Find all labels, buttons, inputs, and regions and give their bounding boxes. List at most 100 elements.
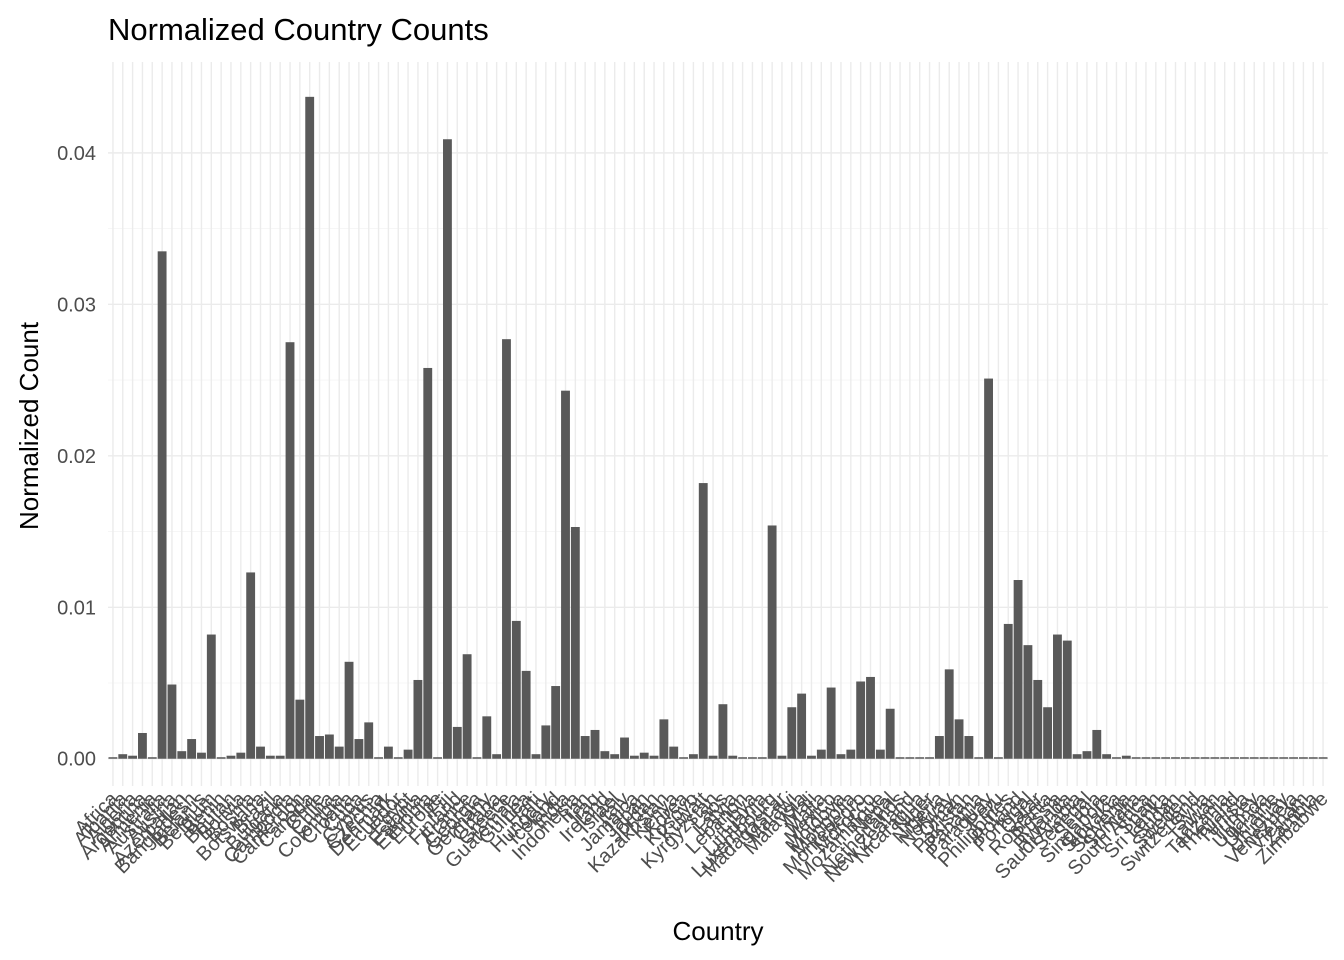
bar (1230, 757, 1239, 759)
y-tick-label: 0.02 (57, 446, 96, 468)
bar (570, 526, 580, 759)
bar (177, 751, 187, 759)
bar (541, 725, 551, 759)
bar (1220, 757, 1230, 759)
bar (954, 719, 964, 759)
bar (1190, 757, 1200, 759)
bar (462, 654, 472, 759)
bar (167, 684, 177, 759)
bar (610, 754, 620, 759)
bar (698, 483, 708, 759)
bar (1131, 757, 1141, 759)
bar (767, 525, 777, 759)
bar (334, 746, 344, 759)
bar (639, 752, 649, 759)
bar (590, 729, 600, 759)
bar (1023, 645, 1033, 759)
bar (1269, 757, 1279, 759)
bar (551, 686, 561, 759)
bar (246, 572, 256, 759)
bar (1151, 757, 1161, 759)
y-tick-label: 0.04 (57, 143, 96, 165)
bar (629, 755, 639, 759)
bar (275, 755, 285, 759)
bar (108, 757, 118, 759)
bar (315, 736, 324, 759)
bar (482, 716, 492, 759)
bar (226, 755, 236, 759)
bar (984, 378, 993, 759)
bar (1279, 757, 1289, 759)
bar (708, 755, 718, 759)
bar (649, 755, 659, 759)
bar (934, 736, 944, 759)
bar (1003, 623, 1013, 759)
bar (895, 757, 905, 759)
bar (807, 755, 816, 759)
bar (1033, 679, 1043, 759)
bar (187, 739, 197, 759)
bar (1082, 751, 1092, 759)
bar (1092, 729, 1102, 759)
bar (974, 757, 984, 759)
bar (679, 757, 688, 759)
x-axis-ticks: AfricaAlbaniaAlgeriaArgentinaArmeniaAust… (70, 787, 1333, 887)
bar (1239, 757, 1249, 759)
bar (511, 620, 521, 759)
bar (1043, 707, 1053, 759)
bar (1062, 640, 1072, 759)
bar (866, 676, 875, 759)
bar (206, 634, 216, 759)
bar (856, 681, 866, 759)
bar (1200, 757, 1210, 759)
bar (502, 339, 511, 759)
y-tick-label: 0.01 (57, 597, 96, 619)
bar (118, 754, 128, 759)
bar (305, 96, 315, 759)
bar (600, 751, 610, 759)
bar (1249, 757, 1259, 759)
bar (344, 661, 354, 759)
bar (1308, 757, 1318, 759)
bar (472, 757, 482, 759)
bar (1171, 757, 1180, 759)
bar (324, 734, 334, 759)
bar (777, 755, 787, 759)
bar (620, 737, 629, 759)
bar (138, 732, 147, 759)
bar (147, 757, 157, 759)
bar (1102, 754, 1112, 759)
bar (688, 754, 698, 759)
bar (1180, 757, 1190, 759)
bar (944, 669, 954, 759)
bar (1141, 757, 1151, 759)
bar (757, 757, 767, 759)
bar (236, 752, 246, 759)
bar (905, 757, 915, 759)
bar (1161, 757, 1171, 759)
bar (128, 755, 138, 759)
chart-title: Normalized Country Counts (108, 12, 489, 47)
bar (836, 754, 846, 759)
bar (265, 755, 275, 759)
bar (993, 757, 1003, 759)
y-tick-label: 0.03 (57, 294, 96, 316)
bar (787, 707, 797, 759)
bar (285, 342, 295, 759)
bar (659, 719, 669, 759)
bar (1259, 757, 1269, 759)
bar (216, 757, 226, 759)
bar (718, 704, 728, 759)
bar (797, 693, 807, 759)
bar (531, 754, 541, 759)
bar (393, 757, 403, 759)
bar (197, 752, 206, 759)
bar (452, 726, 462, 759)
bar (383, 746, 393, 759)
bar (157, 251, 167, 759)
bar (964, 736, 974, 759)
bar (1072, 754, 1082, 759)
bar (1298, 757, 1308, 759)
bar (433, 757, 443, 759)
bar (580, 736, 590, 759)
